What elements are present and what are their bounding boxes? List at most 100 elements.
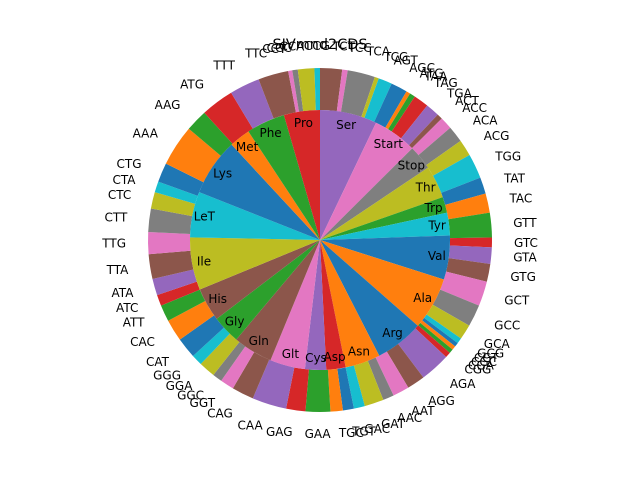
amino-acid-slice <box>320 235 450 280</box>
codon-slice <box>445 193 490 220</box>
codon-slice <box>401 105 438 146</box>
codon-label: TGT <box>351 424 376 438</box>
codon-slice <box>364 78 392 122</box>
codon-label: CCC <box>267 41 292 55</box>
amino-acid-slice <box>283 110 320 240</box>
codon-slice <box>150 192 196 217</box>
amino-acid-slice <box>320 240 380 368</box>
codon-label: ATC <box>116 301 138 315</box>
codon-slice <box>148 208 193 234</box>
codon-slice <box>160 289 206 321</box>
amino-acid-slice <box>320 240 418 356</box>
codon-label: CAT <box>146 355 170 369</box>
codon-slice <box>152 269 197 296</box>
codon-slice <box>258 70 296 119</box>
amino-acid-slice <box>236 240 320 361</box>
codon-slice <box>327 368 343 412</box>
codon-slice <box>433 155 481 193</box>
codon-slice <box>432 289 480 326</box>
codon-label: GCT <box>504 294 530 308</box>
amino-acid-label: Start <box>374 137 404 151</box>
codon-label: GTA <box>513 251 537 265</box>
codon-label: GAC <box>364 422 390 436</box>
codon-label: GAG <box>266 425 293 439</box>
amino-acid-label: Met <box>236 140 259 154</box>
codon-label: AGT <box>394 54 419 68</box>
codon-label: CCT <box>262 42 287 56</box>
amino-acid-slice <box>320 197 448 240</box>
codon-label: TAG <box>433 76 458 90</box>
codon-label: TTT <box>212 59 235 73</box>
codon-label: GTG <box>510 270 536 284</box>
codon-label: ATT <box>123 316 145 330</box>
codon-slice <box>179 315 224 356</box>
codon-slice <box>361 76 379 118</box>
amino-acid-label: Glt <box>282 347 300 361</box>
codon-label: AAC <box>397 411 422 425</box>
amino-acid-slice <box>248 115 320 240</box>
amino-acid-label: Stop <box>398 158 425 172</box>
codon-slice <box>385 91 411 130</box>
amino-acid-label: Tyr <box>427 218 446 232</box>
codon-label: CGC <box>471 355 497 369</box>
codon-slice <box>252 359 295 409</box>
codon-label: TCA <box>366 45 391 59</box>
amino-acid-slice <box>270 240 320 370</box>
codon-label: ACC <box>462 101 487 115</box>
codon-slice <box>420 320 456 350</box>
codon-slice <box>337 367 354 411</box>
codon-slice <box>440 271 487 306</box>
codon-label: AAG <box>155 98 181 112</box>
codon-label: CAA <box>238 418 264 432</box>
amino-acid-slice <box>190 237 320 290</box>
codon-label: CGG <box>464 363 491 377</box>
codon-slice <box>154 181 198 204</box>
codon-label: AAT <box>411 404 435 418</box>
codon-slice <box>213 341 246 381</box>
codon-label: ATG <box>180 77 204 91</box>
codon-label: ACG <box>484 129 510 143</box>
amino-acid-slice <box>304 240 327 371</box>
amino-acid-slice <box>320 167 443 240</box>
codon-slice <box>449 237 492 248</box>
codon-label: GGG <box>153 368 181 382</box>
codon-slice <box>231 79 274 129</box>
codon-slice <box>320 68 343 112</box>
codon-slice <box>418 322 453 353</box>
codon-slice <box>157 281 200 306</box>
codon-label: TCT <box>332 39 356 53</box>
amino-acid-label: Asn <box>348 344 370 358</box>
codon-slice <box>367 357 394 400</box>
outer-ring-labels: TCTTCCTCATCGAGTAGCATGTAATAGTGAACTACCACAA… <box>101 39 538 441</box>
codon-label: GTC <box>514 236 538 250</box>
amino-acid-label: Lys <box>213 166 232 180</box>
amino-acid-label: Gly <box>225 314 245 328</box>
amino-acid-slice <box>216 240 320 340</box>
codon-slice <box>391 96 428 139</box>
amino-acid-slice <box>190 192 320 240</box>
codon-label: GAT <box>381 417 406 431</box>
codon-label: TAC <box>508 191 532 205</box>
codon-label: TAA <box>423 69 448 83</box>
codon-slice <box>448 212 492 239</box>
codon-slice <box>386 343 424 388</box>
codon-label: TAT <box>503 172 526 186</box>
codon-label: TTA <box>106 263 130 277</box>
codon-label: CAG <box>207 406 233 420</box>
codon-slice <box>232 352 270 399</box>
amino-acid-slice <box>199 144 320 240</box>
codon-slice <box>288 70 300 113</box>
codon-slice <box>305 369 331 413</box>
codon-label: TCG <box>383 50 408 64</box>
codon-label: CGT <box>474 351 499 365</box>
codon-label: AGA <box>450 377 476 391</box>
codon-slice <box>286 367 309 412</box>
codon-slice <box>314 68 320 111</box>
amino-acid-slice <box>320 240 346 370</box>
codon-label: CCA <box>279 40 305 54</box>
codon-label: ACT <box>455 94 479 108</box>
amino-acid-label: Thr <box>415 180 436 194</box>
amino-acid-label: Cys <box>305 351 327 365</box>
